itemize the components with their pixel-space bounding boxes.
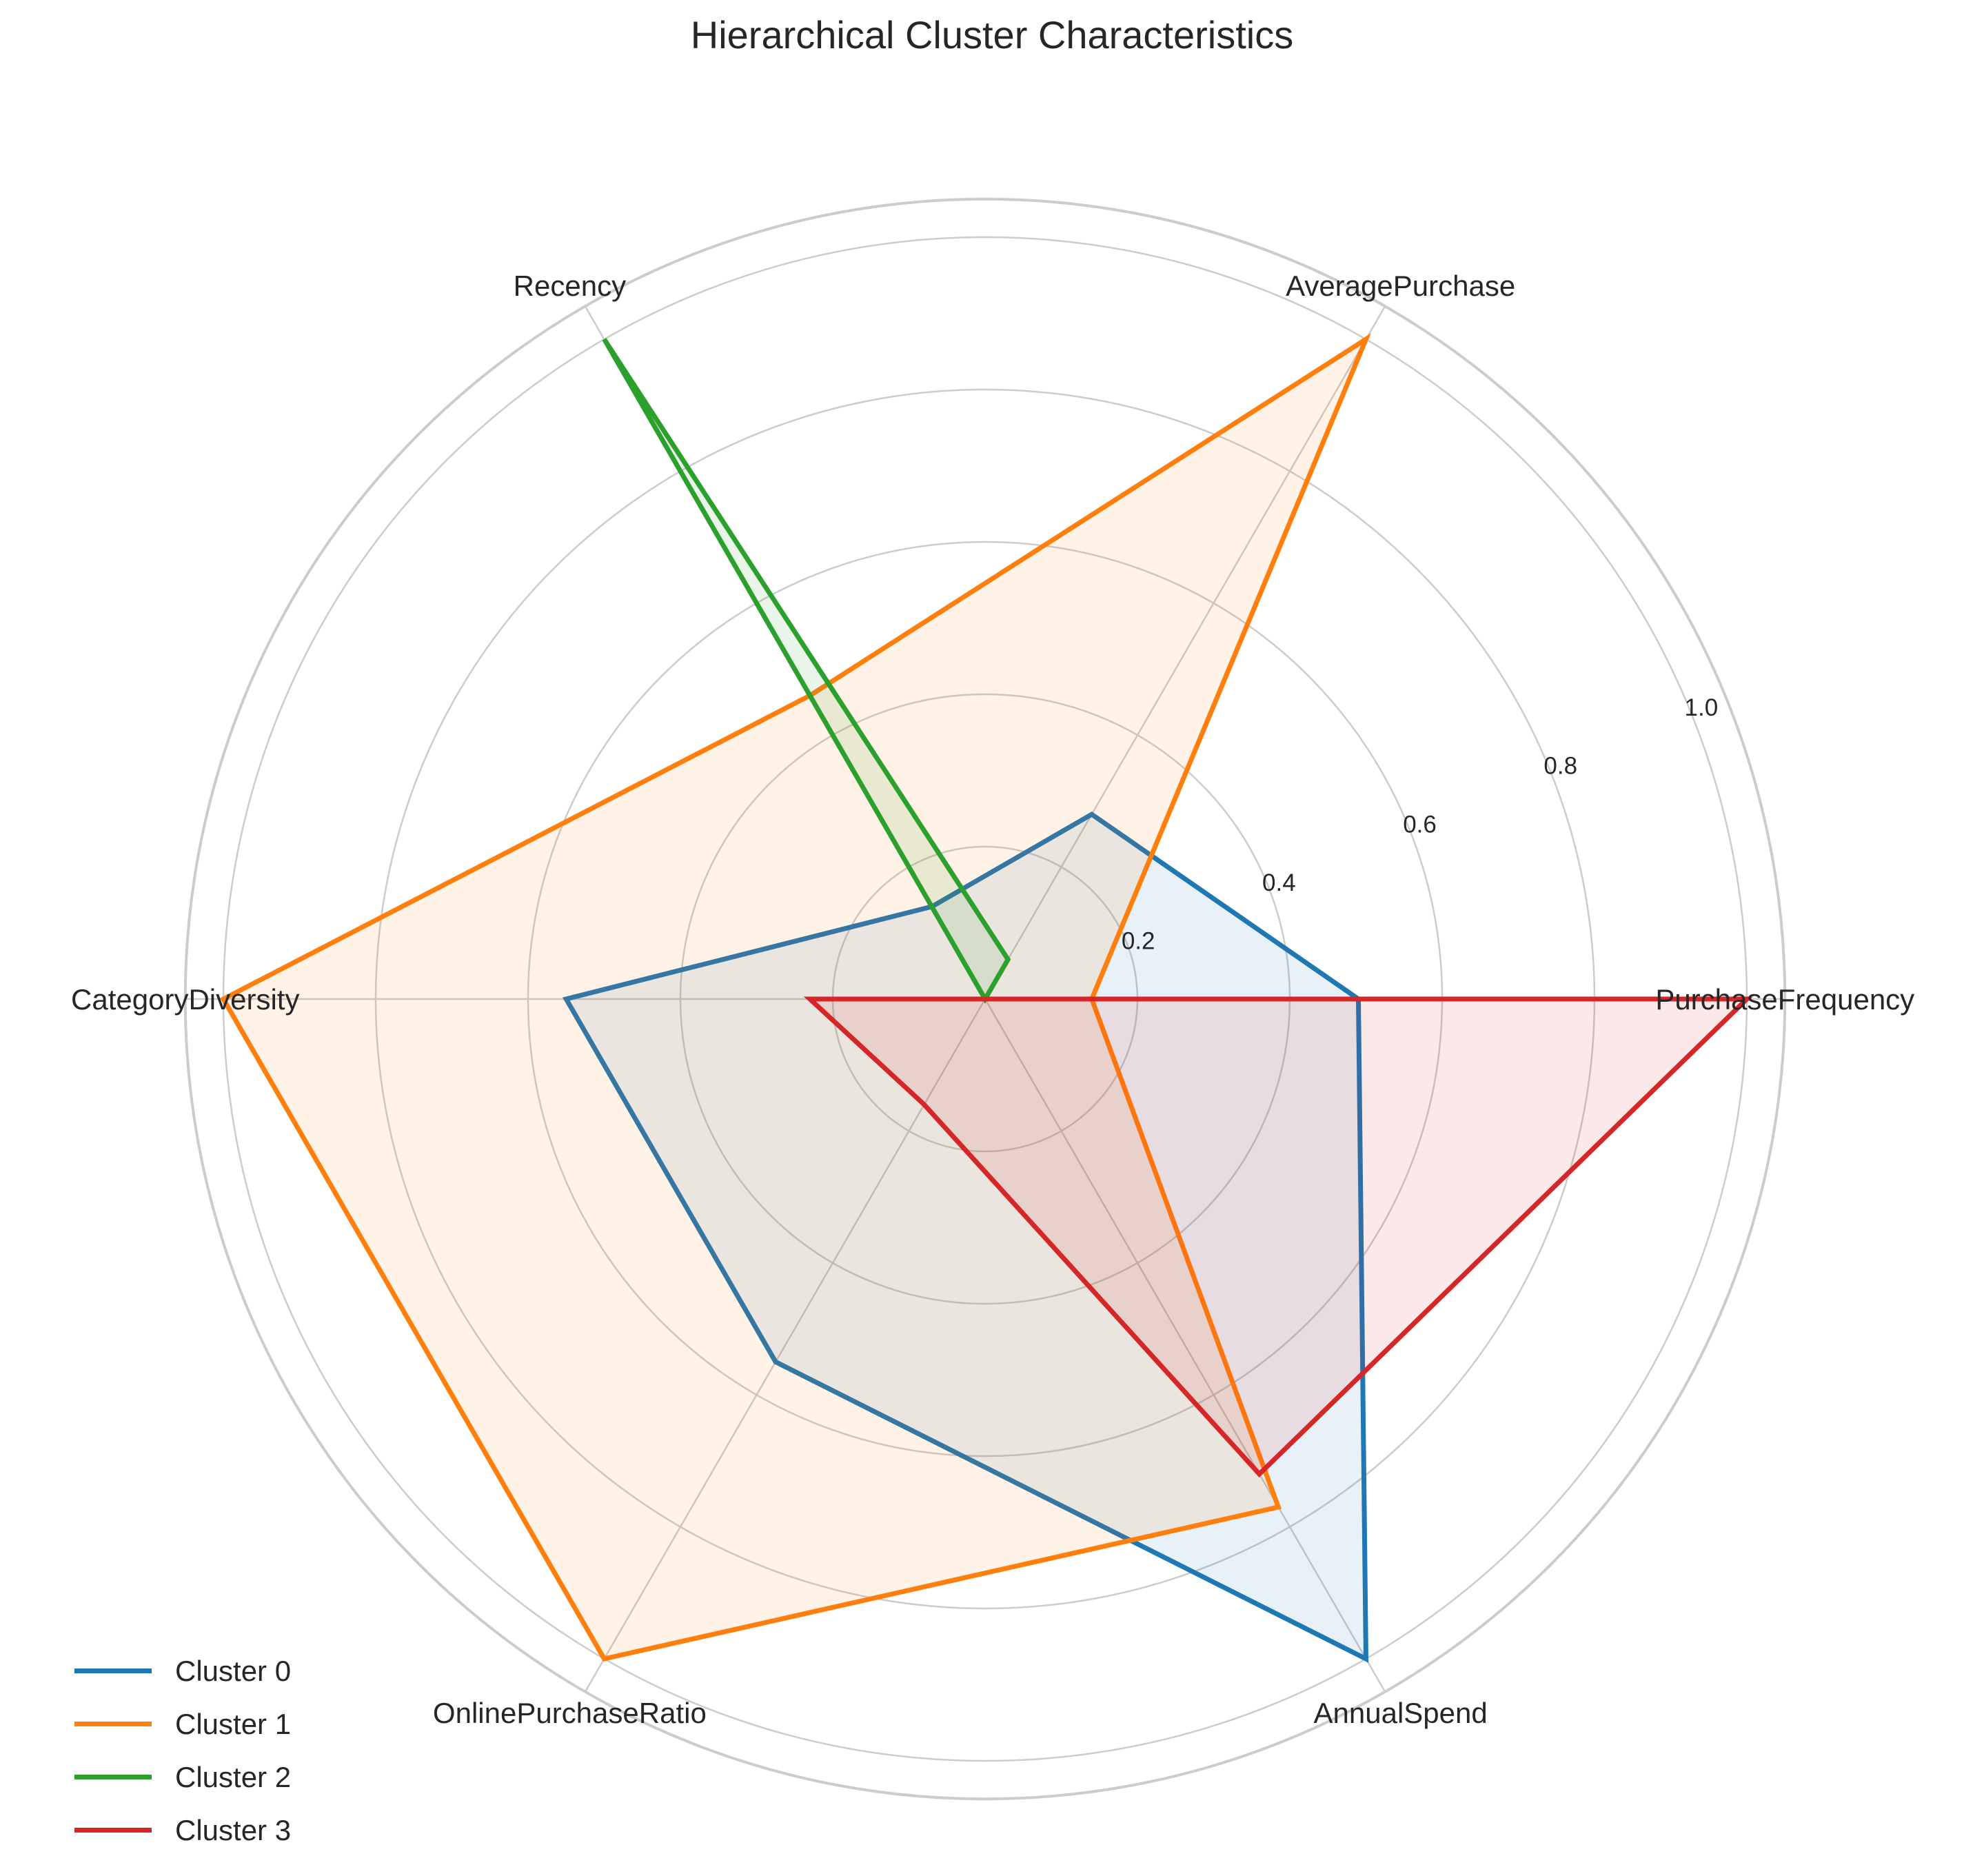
series-fill-2 xyxy=(604,339,1009,999)
series-line-3 xyxy=(803,996,1753,1478)
legend-swatch xyxy=(74,1722,152,1726)
r-tick-label: 0.4 xyxy=(1262,869,1296,896)
grid-spoke xyxy=(984,998,1386,1693)
grid-spoke xyxy=(984,305,1386,1000)
r-tick-label: 0.2 xyxy=(1122,927,1155,954)
legend-label: Cluster 2 xyxy=(175,1760,292,1793)
chart-title: Hierarchical Cluster Characteristics xyxy=(690,13,1294,57)
legend-entry: Cluster 3 xyxy=(74,1804,291,1857)
axis-label: Recency xyxy=(514,270,626,302)
series-line-2 xyxy=(602,338,1011,1004)
r-tick-label: 0.6 xyxy=(1403,811,1437,838)
legend-entry: Cluster 2 xyxy=(74,1751,291,1804)
legend: Cluster 0 Cluster 1 Cluster 2 Cluster 3 xyxy=(74,1644,291,1857)
legend-label: Cluster 0 xyxy=(175,1654,292,1687)
axis-label: OnlinePurchaseRatio xyxy=(433,1697,707,1729)
series-fill-1 xyxy=(223,339,1366,1659)
series-fill-3 xyxy=(809,999,1747,1474)
r-tick-label: 1.0 xyxy=(1685,694,1719,721)
grid-spoke xyxy=(584,998,986,1693)
legend-swatch xyxy=(74,1828,152,1833)
radar-series xyxy=(220,333,1753,1663)
axis-label: PurchaseFrequency xyxy=(1655,983,1914,1016)
radar-labels: 0.2 0.4 0.6 0.8 1.0 PurchaseFrequency AverageP… xyxy=(71,270,1914,1729)
legend-swatch xyxy=(74,1668,152,1673)
legend-label: Cluster 3 xyxy=(175,1813,292,1846)
legend-entry: Cluster 1 xyxy=(74,1697,291,1751)
series-fill-0 xyxy=(566,814,1366,1659)
legend-swatch xyxy=(74,1775,152,1779)
legend-entry: Cluster 0 xyxy=(74,1644,291,1697)
series-line-0 xyxy=(562,811,1369,1663)
axis-label: AnnualSpend xyxy=(1314,1697,1488,1729)
legend-label: Cluster 1 xyxy=(175,1707,292,1740)
r-tick-label: 0.8 xyxy=(1543,753,1577,780)
axis-label: CategoryDiversity xyxy=(71,983,299,1016)
series-line-1 xyxy=(220,333,1372,1662)
axis-label: AveragePurchase xyxy=(1286,270,1515,302)
